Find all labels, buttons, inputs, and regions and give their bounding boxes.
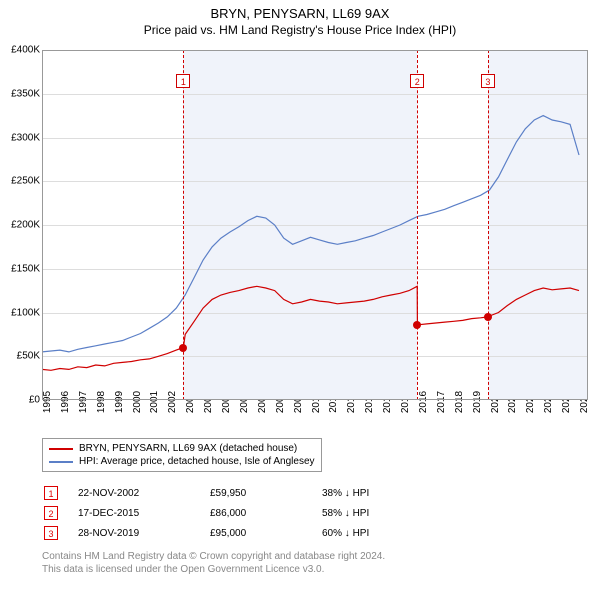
title-main: BRYN, PENYSARN, LL69 9AX <box>0 6 600 21</box>
chart-area: £0£50K£100K£150K£200K£250K£300K£350K£400… <box>42 50 588 400</box>
plot-border <box>42 50 588 400</box>
event-price: £95,000 <box>210 528 320 539</box>
event-price: £59,950 <box>210 488 320 499</box>
legend: BRYN, PENYSARN, LL69 9AX (detached house… <box>42 438 322 472</box>
legend-row: HPI: Average price, detached house, Isle… <box>49 455 315 468</box>
title-sub: Price paid vs. HM Land Registry's House … <box>0 23 600 37</box>
event-num: 2 <box>44 506 58 520</box>
event-row: 3 28-NOV-2019 £95,000 60% ↓ HPI <box>44 524 369 542</box>
footer: Contains HM Land Registry data © Crown c… <box>42 550 385 576</box>
y-tick-label: £150K <box>11 263 40 274</box>
event-date: 17-DEC-2015 <box>78 508 208 519</box>
event-date: 28-NOV-2019 <box>78 528 208 539</box>
y-tick-label: £100K <box>11 307 40 318</box>
y-tick-label: £300K <box>11 132 40 143</box>
footer-line1: Contains HM Land Registry data © Crown c… <box>42 550 385 563</box>
y-tick-label: £250K <box>11 176 40 187</box>
y-tick-label: £50K <box>17 351 40 362</box>
chart-container: BRYN, PENYSARN, LL69 9AX Price paid vs. … <box>0 0 600 590</box>
legend-label-1: HPI: Average price, detached house, Isle… <box>79 456 315 467</box>
event-delta: 38% ↓ HPI <box>322 488 369 499</box>
event-price: £86,000 <box>210 508 320 519</box>
event-delta: 58% ↓ HPI <box>322 508 369 519</box>
y-tick-label: £200K <box>11 220 40 231</box>
y-tick-label: £350K <box>11 88 40 99</box>
event-row: 1 22-NOV-2002 £59,950 38% ↓ HPI <box>44 484 369 502</box>
legend-row: BRYN, PENYSARN, LL69 9AX (detached house… <box>49 442 315 455</box>
event-num: 3 <box>44 526 58 540</box>
event-row: 2 17-DEC-2015 £86,000 58% ↓ HPI <box>44 504 369 522</box>
legend-swatch-1 <box>49 461 73 463</box>
event-num: 1 <box>44 486 58 500</box>
footer-line2: This data is licensed under the Open Gov… <box>42 563 385 576</box>
plot-area: 123 <box>42 50 588 400</box>
event-date: 22-NOV-2002 <box>78 488 208 499</box>
legend-swatch-0 <box>49 448 73 450</box>
events-table: 1 22-NOV-2002 £59,950 38% ↓ HPI 2 17-DEC… <box>42 482 371 544</box>
y-tick-label: £0 <box>29 395 40 406</box>
legend-label-0: BRYN, PENYSARN, LL69 9AX (detached house… <box>79 443 297 454</box>
event-delta: 60% ↓ HPI <box>322 528 369 539</box>
title-block: BRYN, PENYSARN, LL69 9AX Price paid vs. … <box>0 0 600 37</box>
y-tick-label: £400K <box>11 45 40 56</box>
